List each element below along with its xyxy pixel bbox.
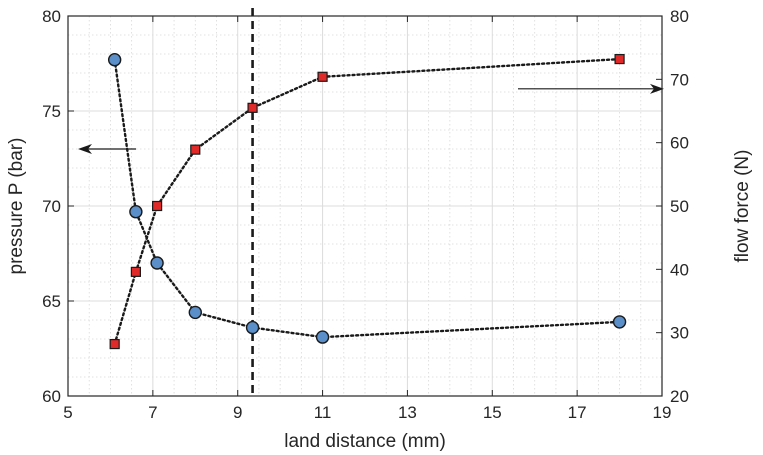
data-point-pressure — [315, 330, 330, 344]
data-point-flow-force — [109, 338, 120, 350]
x-axis-title: land distance (mm) — [284, 431, 446, 452]
x-tick-label: 15 — [483, 403, 502, 422]
y-left-tick-label: 60 — [42, 387, 61, 406]
y-right-tick-label: 20 — [670, 387, 689, 406]
tick-labels: 5 7 9 11 13 15 17 19 60 65 70 75 80 20 30 40 50 60 70 80 — [42, 7, 689, 422]
x-tick-label: 17 — [568, 403, 587, 422]
annotation-arrows — [78, 83, 664, 154]
y-left-tick-label: 80 — [42, 7, 61, 26]
x-tick-label: 9 — [233, 403, 242, 422]
data-point-pressure — [612, 315, 627, 329]
x-tick-label: 7 — [148, 403, 157, 422]
x-tick-label: 13 — [398, 403, 417, 422]
data-point-pressure — [150, 256, 164, 270]
x-tick-label: 11 — [314, 403, 332, 422]
y-left-tick-label: 75 — [42, 102, 61, 121]
data-point-flow-force — [317, 71, 328, 82]
data-point-flow-force — [130, 266, 141, 277]
y-right-tick-label: 40 — [670, 260, 689, 279]
y-right-tick-label: 30 — [670, 324, 689, 343]
y-right-tick-label: 50 — [670, 197, 689, 216]
y-right-axis-title: flow force (N) — [732, 150, 753, 263]
y-right-tick-label: 70 — [670, 70, 689, 89]
y-left-tick-label: 65 — [42, 292, 61, 311]
data-point-flow-force — [247, 102, 258, 113]
x-tick-label: 19 — [653, 403, 672, 422]
y-right-tick-label: 60 — [670, 134, 689, 153]
y-left-tick-label: 70 — [42, 197, 61, 216]
right-axis-arrowhead — [650, 83, 664, 94]
data-point-pressure — [245, 320, 260, 335]
x-tick-label: 5 — [63, 403, 72, 422]
data-point-pressure — [107, 53, 122, 67]
y-right-tick-label: 80 — [670, 7, 689, 26]
data-point-pressure — [188, 305, 202, 320]
series-group — [107, 53, 627, 350]
data-point-flow-force — [614, 53, 625, 65]
data-point-flow-force — [152, 200, 163, 212]
data-point-pressure — [129, 204, 143, 219]
y-left-axis-title: pressure P (bar) — [6, 138, 27, 275]
left-axis-arrowhead — [78, 144, 92, 154]
data-point-flow-force — [190, 144, 201, 155]
series-line-left — [113, 58, 621, 339]
axis-ticks — [67, 15, 663, 397]
